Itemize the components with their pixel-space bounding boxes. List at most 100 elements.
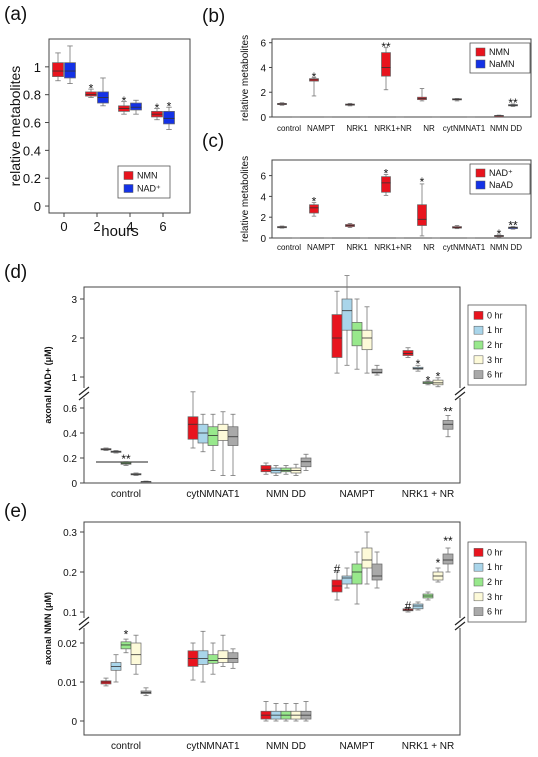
box-body: [187, 416, 199, 440]
box-body: [217, 423, 229, 441]
break-slash: [78, 616, 90, 626]
panel-label-b: (b): [202, 6, 225, 27]
x-tick-label-a: 4: [126, 219, 133, 234]
significance-marker: #: [334, 562, 341, 576]
category-label-b: NR: [423, 124, 435, 133]
box-NAD⁺: [130, 99, 142, 115]
axis-break-mark: [78, 386, 90, 401]
legend-swatch: [475, 180, 486, 190]
category-label-b: control: [277, 124, 301, 133]
legend-swatch: [473, 592, 484, 602]
category-label-e: cytNMNAT1: [186, 741, 240, 752]
box-0 hr: [331, 571, 343, 601]
break-slash: [454, 391, 466, 401]
box-6 hr: [371, 364, 383, 376]
category-label-e: NAMPT: [340, 741, 375, 752]
significance-marker: *: [384, 166, 389, 180]
y-tick-label-a: 0: [34, 199, 41, 214]
x-tick-label-a: 2: [93, 219, 100, 234]
y-tick-label-d: 2: [71, 334, 77, 345]
y-axis-label-a: relative metabolites: [7, 66, 23, 187]
category-label-c: NRK1: [346, 243, 368, 252]
legend-label: NMN: [137, 171, 158, 181]
box-3 hr: [290, 703, 302, 722]
significance-marker: **: [443, 405, 453, 419]
break-slash: [454, 621, 466, 631]
box-body: [309, 204, 319, 214]
box-6 hr: [300, 701, 312, 722]
box-0 hr: [100, 447, 112, 451]
legend-swatch: [475, 168, 486, 178]
legend-label: 2 hr: [487, 577, 503, 587]
box-body: [197, 423, 209, 444]
category-label-b: NMN DD: [490, 124, 522, 133]
box-body: [331, 314, 343, 358]
y-axis-label-c: relative metabolites: [240, 156, 251, 242]
significance-marker: *: [436, 369, 441, 383]
category-label-e: NRK1 + NR: [402, 741, 455, 752]
box-body: [227, 426, 239, 446]
box-2 hr: [120, 638, 132, 654]
legend-label: NAD⁺: [489, 168, 513, 178]
significance-marker: *: [312, 70, 317, 84]
y-tick-label-d: 1: [71, 373, 77, 384]
y-axis-label-b: relative metabolites: [240, 35, 251, 121]
category-label-d: NRK1 + NR: [402, 489, 455, 500]
plot-frame-d: [83, 286, 461, 484]
category-label-d: control: [111, 489, 141, 500]
significance-marker: *: [122, 94, 127, 108]
significance-marker: #: [405, 599, 412, 613]
box-3 hr: [361, 306, 373, 374]
category-label-c: NAMPT: [307, 243, 335, 252]
box-body: [412, 603, 424, 610]
box-1 hr: [412, 364, 424, 372]
significance-marker: **: [508, 218, 518, 232]
break-slash: [454, 616, 466, 626]
box-body: [371, 368, 383, 374]
box-0 hr: [187, 642, 199, 681]
box-2 hr: [351, 298, 363, 370]
box-body: [52, 62, 64, 77]
box-body: [341, 575, 353, 585]
box-NaMN: [508, 103, 518, 107]
significance-marker: *: [155, 101, 160, 115]
legend-label: 0 hr: [487, 310, 503, 320]
box-6 hr: [227, 648, 239, 669]
box-body: [361, 547, 373, 569]
box-3 hr: [432, 567, 444, 583]
box-body: [227, 652, 239, 663]
box-NMN: [118, 101, 130, 115]
legend-swatch: [473, 355, 484, 365]
box-NAD⁺: [417, 183, 427, 237]
box-body: [197, 650, 209, 665]
box-6 hr: [371, 551, 383, 589]
y-tick-label-b: 6: [260, 39, 266, 50]
box-1 hr: [197, 630, 209, 683]
box-body: [371, 563, 383, 581]
box-NAD⁺: [494, 234, 504, 238]
box-NAD⁺: [452, 225, 462, 230]
box-body: [341, 298, 353, 331]
box-body: [260, 465, 272, 473]
legend-label: 2 hr: [487, 340, 503, 350]
axis-break-gap: [456, 388, 464, 398]
box-body: [280, 467, 292, 473]
significance-marker: *: [436, 556, 441, 570]
box-body: [64, 62, 76, 79]
legend-label: 3 hr: [487, 355, 503, 365]
y-tick-label-e: 0.01: [58, 678, 78, 689]
box-body: [442, 420, 454, 430]
break-slash: [78, 386, 90, 396]
significance-marker: **: [443, 534, 453, 548]
category-label-b: NAMPT: [307, 124, 335, 133]
box-6 hr: [300, 453, 312, 471]
significance-marker: *: [497, 227, 502, 241]
significance-marker: **: [381, 40, 391, 54]
box-0 hr: [402, 607, 414, 613]
box-6 hr: [140, 480, 152, 484]
box-NMN: [52, 52, 64, 82]
y-tick-label-e: 0.1: [63, 608, 77, 619]
box-3 hr: [432, 377, 444, 388]
axis-break-gap: [82, 388, 90, 398]
